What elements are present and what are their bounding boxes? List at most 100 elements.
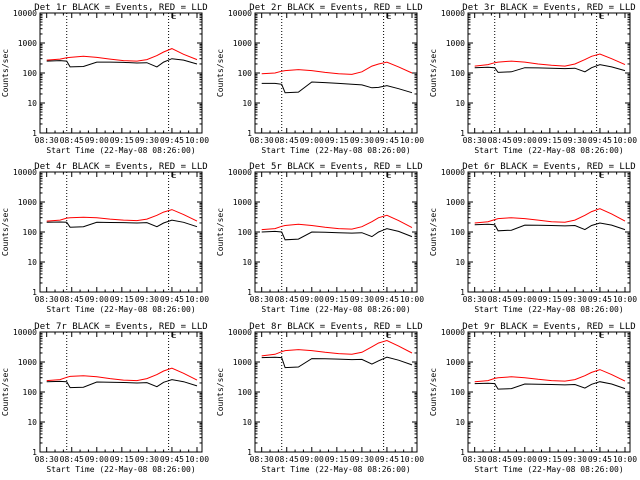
x-tick-label: 09:45 [375,136,399,145]
series-line-events [261,356,413,369]
marker-label: E [387,331,392,340]
marker-label: E [600,171,605,180]
y-tick-label: 10 [242,418,252,427]
x-tick-label: 09:45 [375,295,399,304]
x-tick-label: 09:00 [85,295,109,304]
y-tick-label: 10 [455,258,465,267]
x-tick-label: 08:45 [60,295,84,304]
x-tick-label: 09:30 [135,295,159,304]
y-axis-label: Counts/sec [1,208,10,256]
x-tick-label: 08:45 [275,295,299,304]
panel-title: Det 9r BLACK = Events, RED = LLD [462,322,635,332]
series-line-events [46,379,198,389]
series-line-events [46,58,198,68]
detector-panel: Det 5r BLACK = Events, RED = LLD 1 10 100 10… [216,162,424,314]
y-axis-label: Counts/sec [429,368,438,416]
marker-label: E [387,12,392,21]
x-tick-label: 09:30 [563,295,587,304]
y-tick-label: 1 [460,448,465,457]
x-tick-label: 08:45 [488,295,512,304]
series-line-lld [46,367,198,382]
panel-title: Det 6r BLACK = Events, RED = LLD [462,162,635,172]
x-tick-label: 10:00 [185,295,209,304]
y-axis-label: Counts/sec [1,49,10,97]
x-tick-label: 09:00 [513,295,537,304]
y-tick-label: 10000 [13,9,37,18]
y-tick-label: 10000 [228,9,252,18]
x-tick-label: 08:45 [60,455,84,464]
y-tick-label: 1000 [233,39,252,48]
y-tick-label: 100 [23,69,38,78]
x-axis-label: Start Time (22-May-08 08:26:00) [261,146,410,155]
x-tick-label: 09:45 [160,136,184,145]
y-tick-label: 100 [238,388,253,397]
y-tick-label: 10000 [228,328,252,337]
y-tick-label: 10000 [441,9,465,18]
panel-title: Det 7r BLACK = Events, RED = LLD [34,322,207,332]
x-tick-label: 09:30 [350,136,374,145]
x-tick-label: 08:30 [35,136,59,145]
series-line-lld [46,209,198,222]
y-tick-label: 100 [451,69,466,78]
x-tick-label: 09:15 [325,136,349,145]
panel-title: Det 1r BLACK = Events, RED = LLD [34,3,207,13]
panel-title: Det 8r BLACK = Events, RED = LLD [249,322,422,332]
plot-frame [467,331,631,453]
x-tick-label: 10:00 [185,455,209,464]
detector-panel: Det 8r BLACK = Events, RED = LLD 1 10 100 10… [216,322,424,474]
y-tick-label: 10000 [228,168,252,177]
x-tick-label: 08:30 [250,136,274,145]
y-tick-label: 1000 [233,198,252,207]
y-tick-label: 1000 [446,39,465,48]
series-line-events [474,64,626,73]
x-tick-label: 08:45 [275,455,299,464]
series-line-lld [261,61,413,75]
x-tick-label: 09:00 [513,455,537,464]
x-tick-label: 09:30 [350,295,374,304]
y-tick-label: 1 [460,288,465,297]
x-tick-label: 08:30 [463,455,487,464]
y-tick-label: 10 [27,99,37,108]
x-tick-label: 09:15 [110,455,134,464]
plot-frame [39,171,203,293]
y-tick-label: 10000 [13,328,37,337]
x-axis-label: Start Time (22-May-08 08:26:00) [474,146,623,155]
x-axis-label: Start Time (22-May-08 08:26:00) [474,465,623,474]
x-tick-label: 08:30 [463,295,487,304]
x-tick-label: 08:45 [60,136,84,145]
y-tick-label: 1 [247,448,252,457]
y-tick-label: 10 [27,258,37,267]
x-tick-label: 10:00 [613,136,637,145]
x-tick-label: 09:00 [300,455,324,464]
x-tick-label: 09:30 [350,455,374,464]
y-tick-label: 10000 [13,168,37,177]
y-tick-label: 1 [460,129,465,138]
series-line-lld [261,339,413,357]
y-tick-label: 1 [247,288,252,297]
x-tick-label: 10:00 [400,295,424,304]
x-axis-label: Start Time (22-May-08 08:26:00) [46,146,195,155]
y-axis-label: Counts/sec [216,49,225,97]
detector-panel: Det 7r BLACK = Events, RED = LLD 1 10 100 10… [1,322,209,474]
detector-panel: Det 2r BLACK = Events, RED = LLD 1 10 100 10… [216,3,424,155]
x-tick-label: 09:45 [588,136,612,145]
y-axis-label: Counts/sec [429,49,438,97]
x-axis-label: Start Time (22-May-08 08:26:00) [474,305,623,314]
y-tick-label: 100 [23,388,38,397]
series-line-events [46,219,198,228]
x-tick-label: 09:45 [588,295,612,304]
panel-title: Det 3r BLACK = Events, RED = LLD [462,3,635,13]
series-line-events [261,81,413,94]
detector-panel: Det 6r BLACK = Events, RED = LLD 1 10 100 10… [429,162,637,314]
x-tick-label: 09:15 [538,295,562,304]
y-tick-label: 100 [451,388,466,397]
y-tick-label: 100 [451,228,466,237]
x-tick-label: 09:45 [375,455,399,464]
y-axis-label: Counts/sec [429,208,438,256]
x-axis-label: Start Time (22-May-08 08:26:00) [46,465,195,474]
x-tick-label: 08:30 [463,136,487,145]
y-tick-label: 10000 [441,168,465,177]
y-tick-label: 10 [455,99,465,108]
x-tick-label: 08:30 [250,455,274,464]
